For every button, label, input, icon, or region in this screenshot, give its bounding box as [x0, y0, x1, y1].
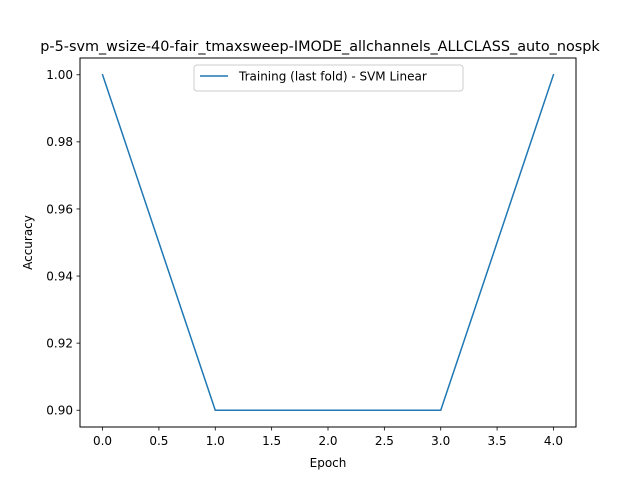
x-tick-label: 3.5	[488, 434, 507, 448]
legend-box	[193, 64, 464, 92]
y-tick-label: 0.94	[46, 269, 73, 283]
x-tick-label: 1.0	[206, 434, 225, 448]
y-tick-label: 0.98	[46, 135, 73, 149]
x-axis: 0.0 0.5 1.0 1.5 2.0 2.5 3.0 3.5 4.0	[93, 427, 563, 448]
x-tick-label: 3.0	[431, 434, 450, 448]
x-tick-label: 0.5	[149, 434, 168, 448]
chart-title: p-5-svm_wsize-40-fair_tmaxsweep-IMODE_al…	[40, 39, 600, 55]
plot-area	[80, 58, 576, 427]
y-tick-label: 0.90	[46, 404, 73, 418]
x-tick-label: 2.0	[318, 434, 337, 448]
y-axis: 0.90 0.92 0.94 0.96 0.98 1.00	[46, 68, 80, 418]
x-tick-label: 1.5	[262, 434, 281, 448]
y-tick-label: 0.92	[46, 336, 73, 350]
y-tick-label: 1.00	[46, 68, 73, 82]
series-line	[101, 73, 555, 411]
y-tick-label: 0.96	[46, 202, 73, 216]
x-tick-label: 2.5	[375, 434, 394, 448]
legend-label: Training (last fold) - SVM Linear	[238, 70, 427, 84]
legend: Training (last fold) - SVM Linear	[193, 64, 464, 92]
series-layer	[101, 73, 555, 411]
x-tick-label: 0.0	[93, 434, 112, 448]
x-tick-label: 4.0	[544, 434, 563, 448]
x-axis-label: Epoch	[310, 456, 347, 470]
y-axis-label: Accuracy	[21, 215, 35, 270]
plot-frame	[79, 57, 577, 428]
